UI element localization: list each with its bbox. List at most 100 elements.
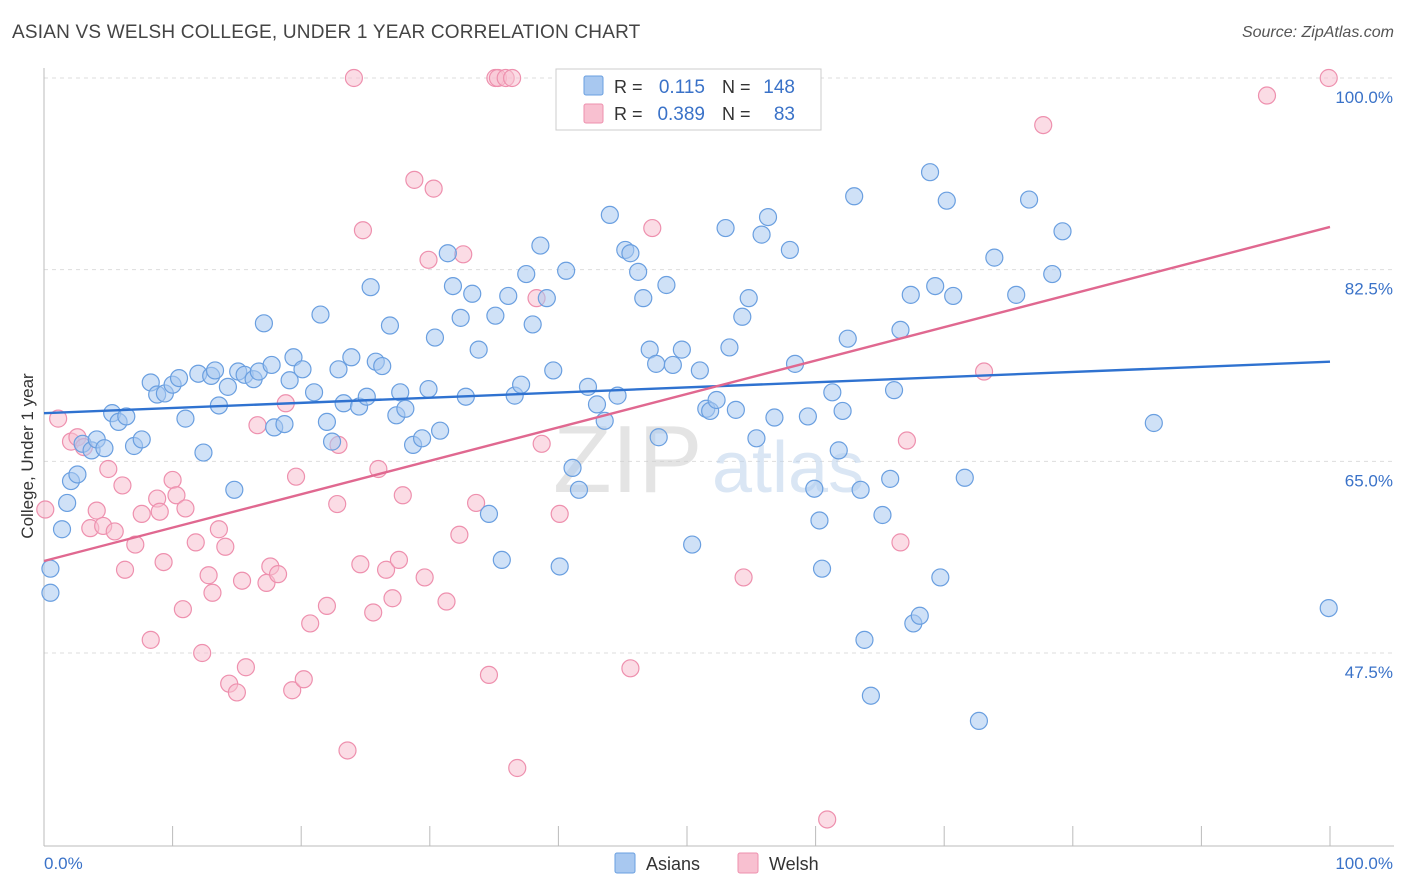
asian-point [901, 285, 920, 304]
chart-title: ASIAN VS WELSH COLLEGE, UNDER 1 YEAR COR… [12, 22, 641, 43]
asian-point [720, 338, 739, 357]
y-tick-labels: 100.0% 82.5% 65.0% 47.5% [1335, 88, 1393, 682]
asian-point [780, 240, 799, 260]
asian-point [931, 568, 950, 587]
welsh-point [203, 583, 222, 602]
asian-point [517, 264, 536, 284]
asian-point [41, 559, 60, 578]
welsh-point [227, 683, 246, 702]
asian-point [833, 401, 852, 421]
asian-point [334, 394, 353, 413]
asian-point [41, 583, 60, 602]
asian-point [920, 163, 940, 182]
asian-point [910, 606, 929, 625]
welsh-point [376, 560, 396, 579]
welsh-point [454, 245, 473, 264]
legend-asians-r-value: 0.115 [659, 77, 705, 98]
welsh-point [383, 589, 402, 608]
welsh-point [99, 459, 118, 479]
asian-point [322, 432, 342, 451]
asian-point [486, 306, 505, 325]
welsh-point [479, 665, 499, 685]
asian-point [563, 458, 582, 478]
asian-point [881, 469, 900, 488]
welsh-point [466, 493, 486, 513]
welsh-point [216, 537, 235, 556]
asian-point [68, 465, 87, 484]
welsh-point [1257, 86, 1277, 105]
asian-point [739, 289, 758, 308]
asian-point [205, 361, 225, 380]
welsh-point [1319, 68, 1338, 88]
x-axis-ticks [43, 826, 1331, 846]
asian-point [690, 361, 709, 380]
welsh-point [113, 476, 132, 495]
welsh-point [193, 643, 212, 663]
asian-point [176, 409, 195, 428]
asian-point [845, 187, 864, 206]
welsh-point [338, 741, 357, 760]
asian-point [758, 207, 778, 227]
asian-point [329, 360, 348, 379]
asian-point [254, 314, 274, 333]
asian-point [357, 387, 376, 406]
legend-welsh-marker [737, 852, 759, 874]
x-tick-label-max: 100.0% [1335, 854, 1393, 873]
welsh-point [132, 504, 151, 524]
asian-point [716, 218, 735, 238]
asian-point [463, 284, 482, 303]
welsh-point [141, 630, 160, 649]
welsh-point [199, 566, 218, 585]
asian-point [1007, 285, 1026, 304]
asian-point [218, 377, 237, 396]
welsh-point [344, 68, 364, 88]
asian-point [304, 383, 324, 402]
asian-point [955, 468, 974, 487]
legend-series: Asians Welsh [614, 852, 819, 874]
welsh-point [621, 659, 640, 678]
asian-point [838, 329, 857, 348]
legend-stats: R = 0.115 N = 148 R = 0.389 N = 83 [555, 68, 822, 131]
welsh-point [286, 467, 306, 486]
asian-point [855, 630, 874, 649]
asian-point [798, 407, 817, 426]
welsh-point [283, 681, 302, 700]
welsh-point [419, 250, 438, 269]
asians-trend-line [43, 360, 1331, 415]
legend-welsh-n-value: 83 [774, 104, 795, 125]
welsh-trend-line [43, 225, 1331, 563]
asian-point [396, 399, 415, 418]
asian-point [419, 379, 438, 399]
welsh-point [351, 555, 370, 574]
asian-point [765, 408, 784, 427]
welsh-point [508, 758, 527, 778]
asian-point [733, 307, 752, 326]
gridlines [44, 77, 1394, 654]
asian-point [569, 480, 589, 499]
asian-point [726, 400, 745, 419]
asian-point [342, 348, 361, 367]
asian-point [985, 248, 1004, 267]
asian-point [293, 360, 312, 379]
asian-point [531, 236, 550, 255]
welsh-point [167, 486, 186, 505]
welsh-point [294, 670, 313, 689]
asian-point [873, 505, 892, 525]
legend-welsh-n-label: N = [722, 104, 751, 124]
asian-point [544, 361, 563, 380]
welsh-point [236, 658, 256, 677]
asian-point [284, 348, 303, 367]
welsh-point [503, 68, 522, 88]
asian-point [317, 412, 337, 432]
legend-welsh-swatch [583, 103, 604, 124]
asian-points [41, 163, 1338, 731]
asian-point [412, 429, 432, 448]
asian-point [823, 383, 842, 402]
welsh-point [734, 568, 753, 587]
chart-source: Source: ZipAtlas.com [1241, 24, 1394, 41]
x-tick-label-min: 0.0% [44, 854, 83, 873]
welsh-point [150, 502, 169, 521]
legend-welsh-r-label: R = [614, 104, 643, 124]
